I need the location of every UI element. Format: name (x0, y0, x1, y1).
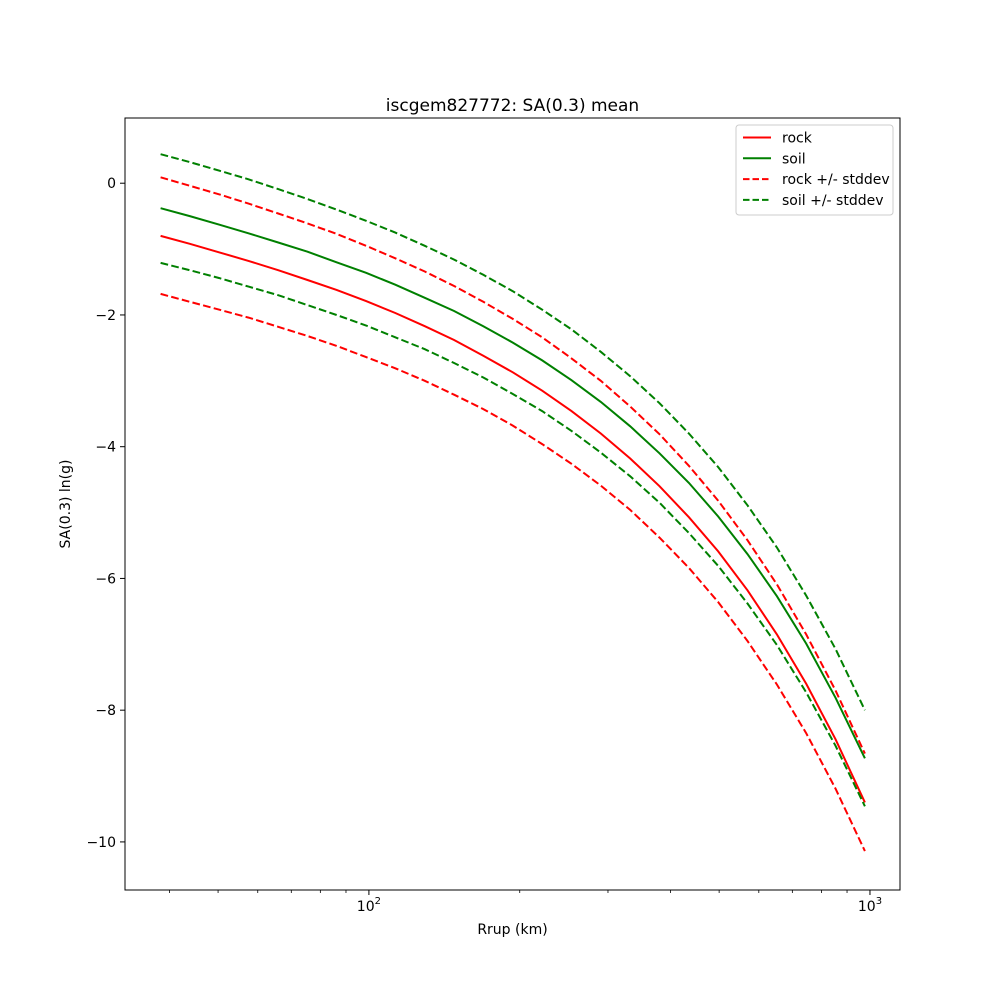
series-soil-minus-stddev (160, 261, 866, 807)
y-tick-label: 0 (107, 176, 116, 192)
x-tick-label: 103 (858, 896, 882, 915)
x-axis-label: Rrup (km) (477, 922, 547, 938)
y-axis-label: SA(0.3) ln(g) (58, 460, 74, 549)
axes-frame (124, 117, 901, 891)
legend: rock soil rock +/- stddev soil +/- stddev (735, 124, 894, 216)
axis-ticks: 102 103 0 −2 −4 −6 −8 −10 (86, 176, 882, 915)
series-soil-plus-stddev (160, 153, 866, 711)
y-tick-label: −2 (95, 308, 116, 324)
series-soil-mean (160, 207, 866, 759)
legend-entry-label: soil (782, 151, 806, 167)
y-tick-label: −4 (95, 440, 116, 456)
legend-entry-label: rock (782, 131, 813, 147)
x-tick-label: 102 (357, 896, 381, 915)
chart-title: iscgem827772: SA(0.3) mean (386, 96, 639, 116)
y-tick-label: −6 (95, 571, 116, 587)
y-tick-label: −8 (95, 703, 116, 719)
series-rock-plus-stddev (160, 176, 866, 755)
legend-frame (735, 124, 894, 216)
axes-frame-group (124, 117, 901, 891)
series-rock-minus-stddev (160, 292, 866, 852)
series-rock-mean (160, 234, 866, 803)
y-tick-label: −10 (86, 835, 116, 851)
legend-entry-label: soil +/- stddev (782, 193, 884, 209)
legend-entry-label: rock +/- stddev (782, 172, 890, 188)
data-series (160, 153, 866, 852)
